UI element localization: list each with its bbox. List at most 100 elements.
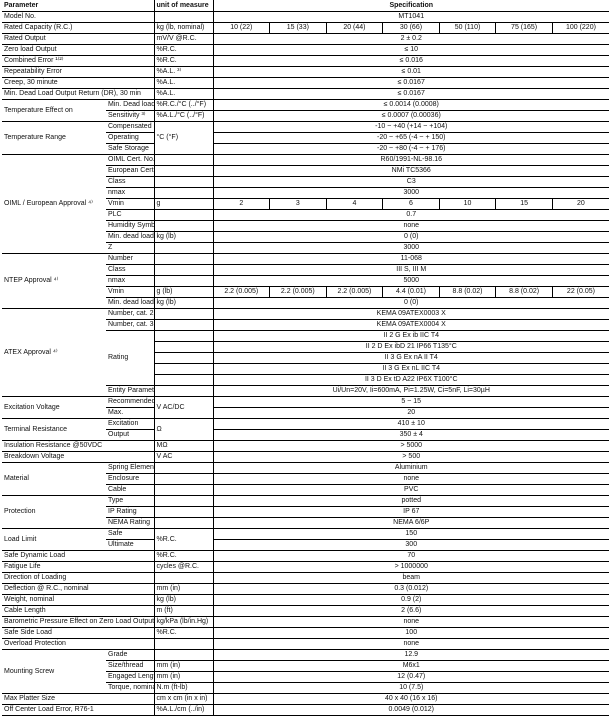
spec-value: 2.2 (0.005): [212, 286, 270, 298]
spec-value: R60/1991-NL-98.16: [212, 154, 609, 166]
sub-parameter-label: Excitation: [106, 418, 154, 430]
unit-cell: %A.L.: [153, 88, 213, 100]
table-row: Deflection @ R.C., nominal mm (in) 0.3 (0.…: [2, 583, 609, 595]
table-row: Overload Protection none: [2, 638, 609, 650]
spec-value: 0.9 (2): [212, 594, 609, 606]
table-row: II 2 D Ex ibD 21 IP66 T135°C: [2, 341, 609, 353]
table-row: OIML / European Approval ⁴⁾ OIML Cert. No…: [2, 154, 609, 254]
unit-cell: kg (lb): [153, 594, 213, 606]
unit-cell: kg (lb): [153, 297, 213, 309]
unit-cell: [153, 264, 213, 276]
sub-parameter-label: Output: [106, 429, 154, 441]
spec-value: KEMA 09ATEX0003 X: [212, 308, 609, 320]
table-row: II 3 D Ex tD A22 IP6X T100°C: [2, 374, 609, 386]
spec-value: 300: [212, 539, 609, 551]
unit-cell: [153, 11, 213, 23]
table-row: NTEP Approval ⁴⁾ Number 11-068: [2, 253, 609, 309]
spec-value: none: [212, 638, 609, 650]
header-unit: unit of measure: [153, 0, 213, 12]
table-row: Barometric Pressure Effect on Zero Load …: [2, 616, 609, 628]
spec-value: 0.0049 (0.012): [212, 704, 609, 716]
spec-value: 6: [382, 198, 440, 210]
sub-parameter-label: Number: [106, 253, 154, 265]
table-row: Breakdown Voltage V AC > 500: [2, 451, 609, 463]
unit-cell: %R.C.: [153, 627, 213, 639]
table-row: Material Spring Element Aluminium: [2, 462, 609, 496]
group-label: Load Limit: [2, 528, 106, 551]
table-row: Zero load Output %R.C. ≤ 10: [2, 44, 609, 56]
parameter-label: Rated Capacity (R.C.): [2, 22, 154, 34]
sub-parameter-label: European Cert. No.: [106, 165, 154, 177]
table-row: nmax 3000: [2, 187, 609, 199]
group-label: Mounting Screw: [2, 649, 106, 694]
spec-value: 2.2 (0.005): [269, 286, 327, 298]
parameter-label: Deflection @ R.C., nominal: [2, 583, 154, 595]
sub-parameter-label: Number, cat. 3: [106, 319, 154, 331]
sub-parameter-label: Min. Dead load Output: [106, 99, 154, 111]
unit-cell: [153, 242, 213, 254]
sub-parameter-label: Size/thread: [106, 660, 154, 672]
unit-cell: [153, 220, 213, 232]
unit-cell: %R.C./°C (../°F): [153, 99, 213, 111]
table-row: II 3 G Ex nL IIC T4: [2, 363, 609, 375]
parameter-label: Off Center Load Error, R76-1: [2, 704, 154, 716]
parameter-label: Direction of Loading: [2, 572, 154, 584]
spec-value: II 3 G Ex nL IIC T4: [212, 363, 609, 375]
unit-cell: %A.L./°C (../°F): [153, 110, 213, 122]
table-row: Operating -20 ~ +65 (-4 ~ + 150): [2, 132, 609, 144]
table-row: Min. dead load kg (lb) 0 (0): [2, 231, 609, 243]
unit-cell: °C (°F): [153, 121, 213, 155]
table-row: Vmin g 2 3 4 6 10 15 20: [2, 198, 609, 210]
table-row: Rated Capacity (R.C.) kg (lb, nominal) 10 …: [2, 22, 609, 34]
unit-cell: m (ft): [153, 605, 213, 617]
table-row: Creep, 30 minute %A.L. ≤ 0.0167: [2, 77, 609, 89]
spec-value: MT1041: [212, 11, 609, 23]
parameter-label: Min. Dead Load Output Return (DR), 30 mi…: [2, 88, 154, 100]
unit-cell: [153, 363, 213, 375]
table-row: Model No. MT1041: [2, 11, 609, 23]
table-row: Safe Storage -20 ~ +80 (-4 ~ + 176): [2, 143, 609, 155]
spec-value: 2 (6.6): [212, 605, 609, 617]
unit-cell: Ω: [153, 418, 213, 441]
spec-value: 10: [438, 198, 496, 210]
unit-cell: [153, 253, 213, 265]
header-row: Parameter unit of measure Specification: [2, 0, 609, 12]
sub-parameter-label: Operating: [106, 132, 154, 144]
spec-value: IP 67: [212, 506, 609, 518]
parameter-label: Breakdown Voltage: [2, 451, 154, 463]
unit-cell: [153, 308, 213, 320]
spec-value: 22 (0.05): [551, 286, 609, 298]
spec-value: 3000: [212, 242, 609, 254]
unit-cell: mm (in): [153, 583, 213, 595]
table-row: Load Limit Safe %R.C. 150: [2, 528, 609, 551]
sub-parameter-label: Torque, nominal: [106, 682, 154, 694]
spec-value: 40 x 40 (16 x 16): [212, 693, 609, 705]
sub-parameter-label: Rating: [106, 330, 154, 386]
group-label: Terminal Resistance: [2, 418, 106, 441]
unit-cell: %A.L. ³⁾: [153, 66, 213, 78]
unit-cell: [153, 572, 213, 584]
parameter-label: Cable Length: [2, 605, 154, 617]
group-label: Protection: [2, 495, 106, 529]
sub-parameter-label: Max.: [106, 407, 154, 419]
sub-parameter-label: IP Rating: [106, 506, 154, 518]
spec-value: II 3 D Ex tD A22 IP6X T100°C: [212, 374, 609, 386]
spec-value: 11-068: [212, 253, 609, 265]
unit-cell: [153, 341, 213, 353]
spec-value: none: [212, 473, 609, 485]
spec-value: II 2 G Ex ib IIC T4: [212, 330, 609, 342]
spec-value: 4: [325, 198, 383, 210]
parameter-label: Fatigue Life: [2, 561, 154, 573]
spec-value: > 1000000: [212, 561, 609, 573]
sub-parameter-label: Z: [106, 242, 154, 254]
sub-parameter-label: Entity Parameters: [106, 385, 154, 397]
spec-value: II 2 D Ex ibD 21 IP66 T135°C: [212, 341, 609, 353]
spec-value: 350 ± 4: [212, 429, 609, 441]
parameter-label: Rated Output: [2, 33, 154, 45]
sub-parameter-label: Class: [106, 176, 154, 188]
unit-cell: kg/kPa (lb/in.Hg): [153, 616, 213, 628]
spec-value: III S, III M: [212, 264, 609, 276]
sub-parameter-label: Class: [106, 264, 154, 276]
unit-cell: cm x cm (in x in): [153, 693, 213, 705]
table-row: Terminal Resistance Excitation Ω 410 ± 10: [2, 418, 609, 441]
